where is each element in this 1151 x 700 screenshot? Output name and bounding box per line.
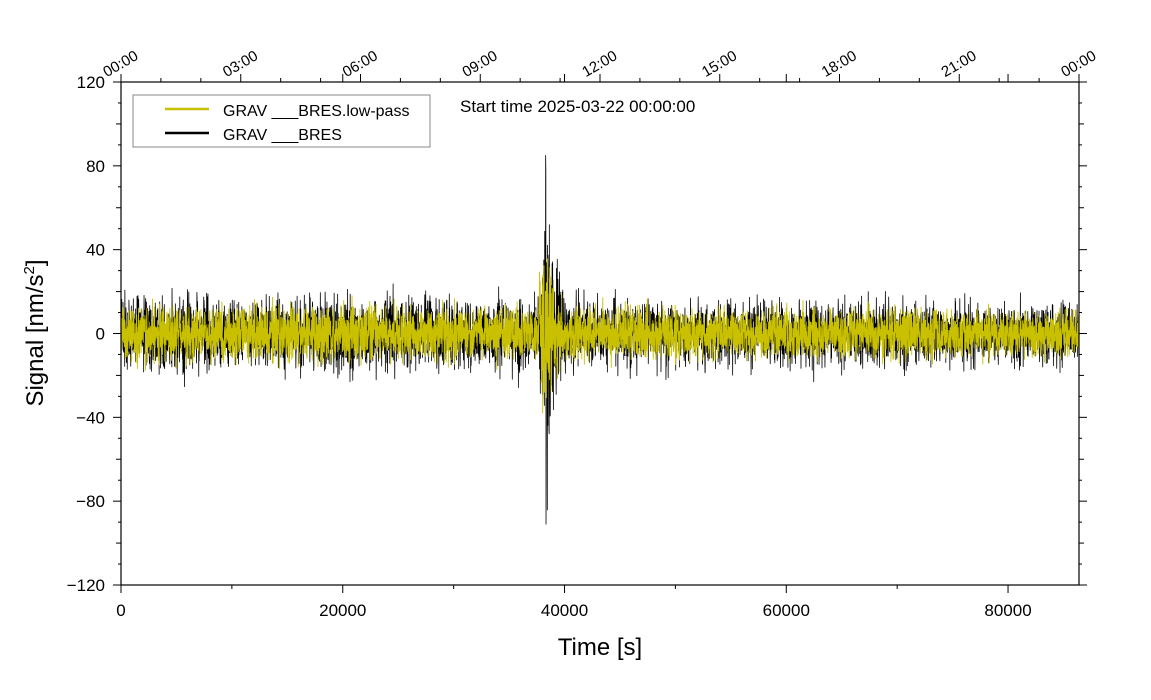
y-tick-label-5: 80 [86,157,105,176]
y-tick-label-4: 40 [86,241,105,260]
legend-box [132,94,431,148]
x-tick-label-2: 40000 [541,601,588,620]
legend-label-lowpass: GRAV ___BRES.low-pass [223,103,409,120]
y-axis-label: Signal [nm/s2] [21,259,49,406]
y-tick-label-2: −40 [76,408,105,427]
y-axis-label-end: ] [22,259,49,266]
y-axis-label-main: Signal [nm/s [22,274,49,406]
x-tick-label-0: 0 [116,601,125,620]
legend: GRAV ___BRES.low-pass GRAV ___BRES [132,94,431,148]
y-tick-label-6: 120 [77,73,105,92]
y-tick-label-3: 0 [96,325,105,344]
x-tick-label-4: 80000 [984,601,1031,620]
x-tick-label-1: 20000 [319,601,366,620]
series-line-lowpass [121,258,1079,414]
y-tick-label-0: −120 [67,576,105,595]
legend-label-raw: GRAV ___BRES [223,127,342,144]
series-layer [121,154,1079,525]
y-tick-label-1: −80 [76,492,105,511]
x-tick-label-3: 60000 [763,601,810,620]
x-axis-label: Time [s] [558,634,642,661]
y-axis-label-superscript: 2 [21,266,38,274]
start-time-annotation: Start time 2025-03-22 00:00:00 [460,97,695,116]
